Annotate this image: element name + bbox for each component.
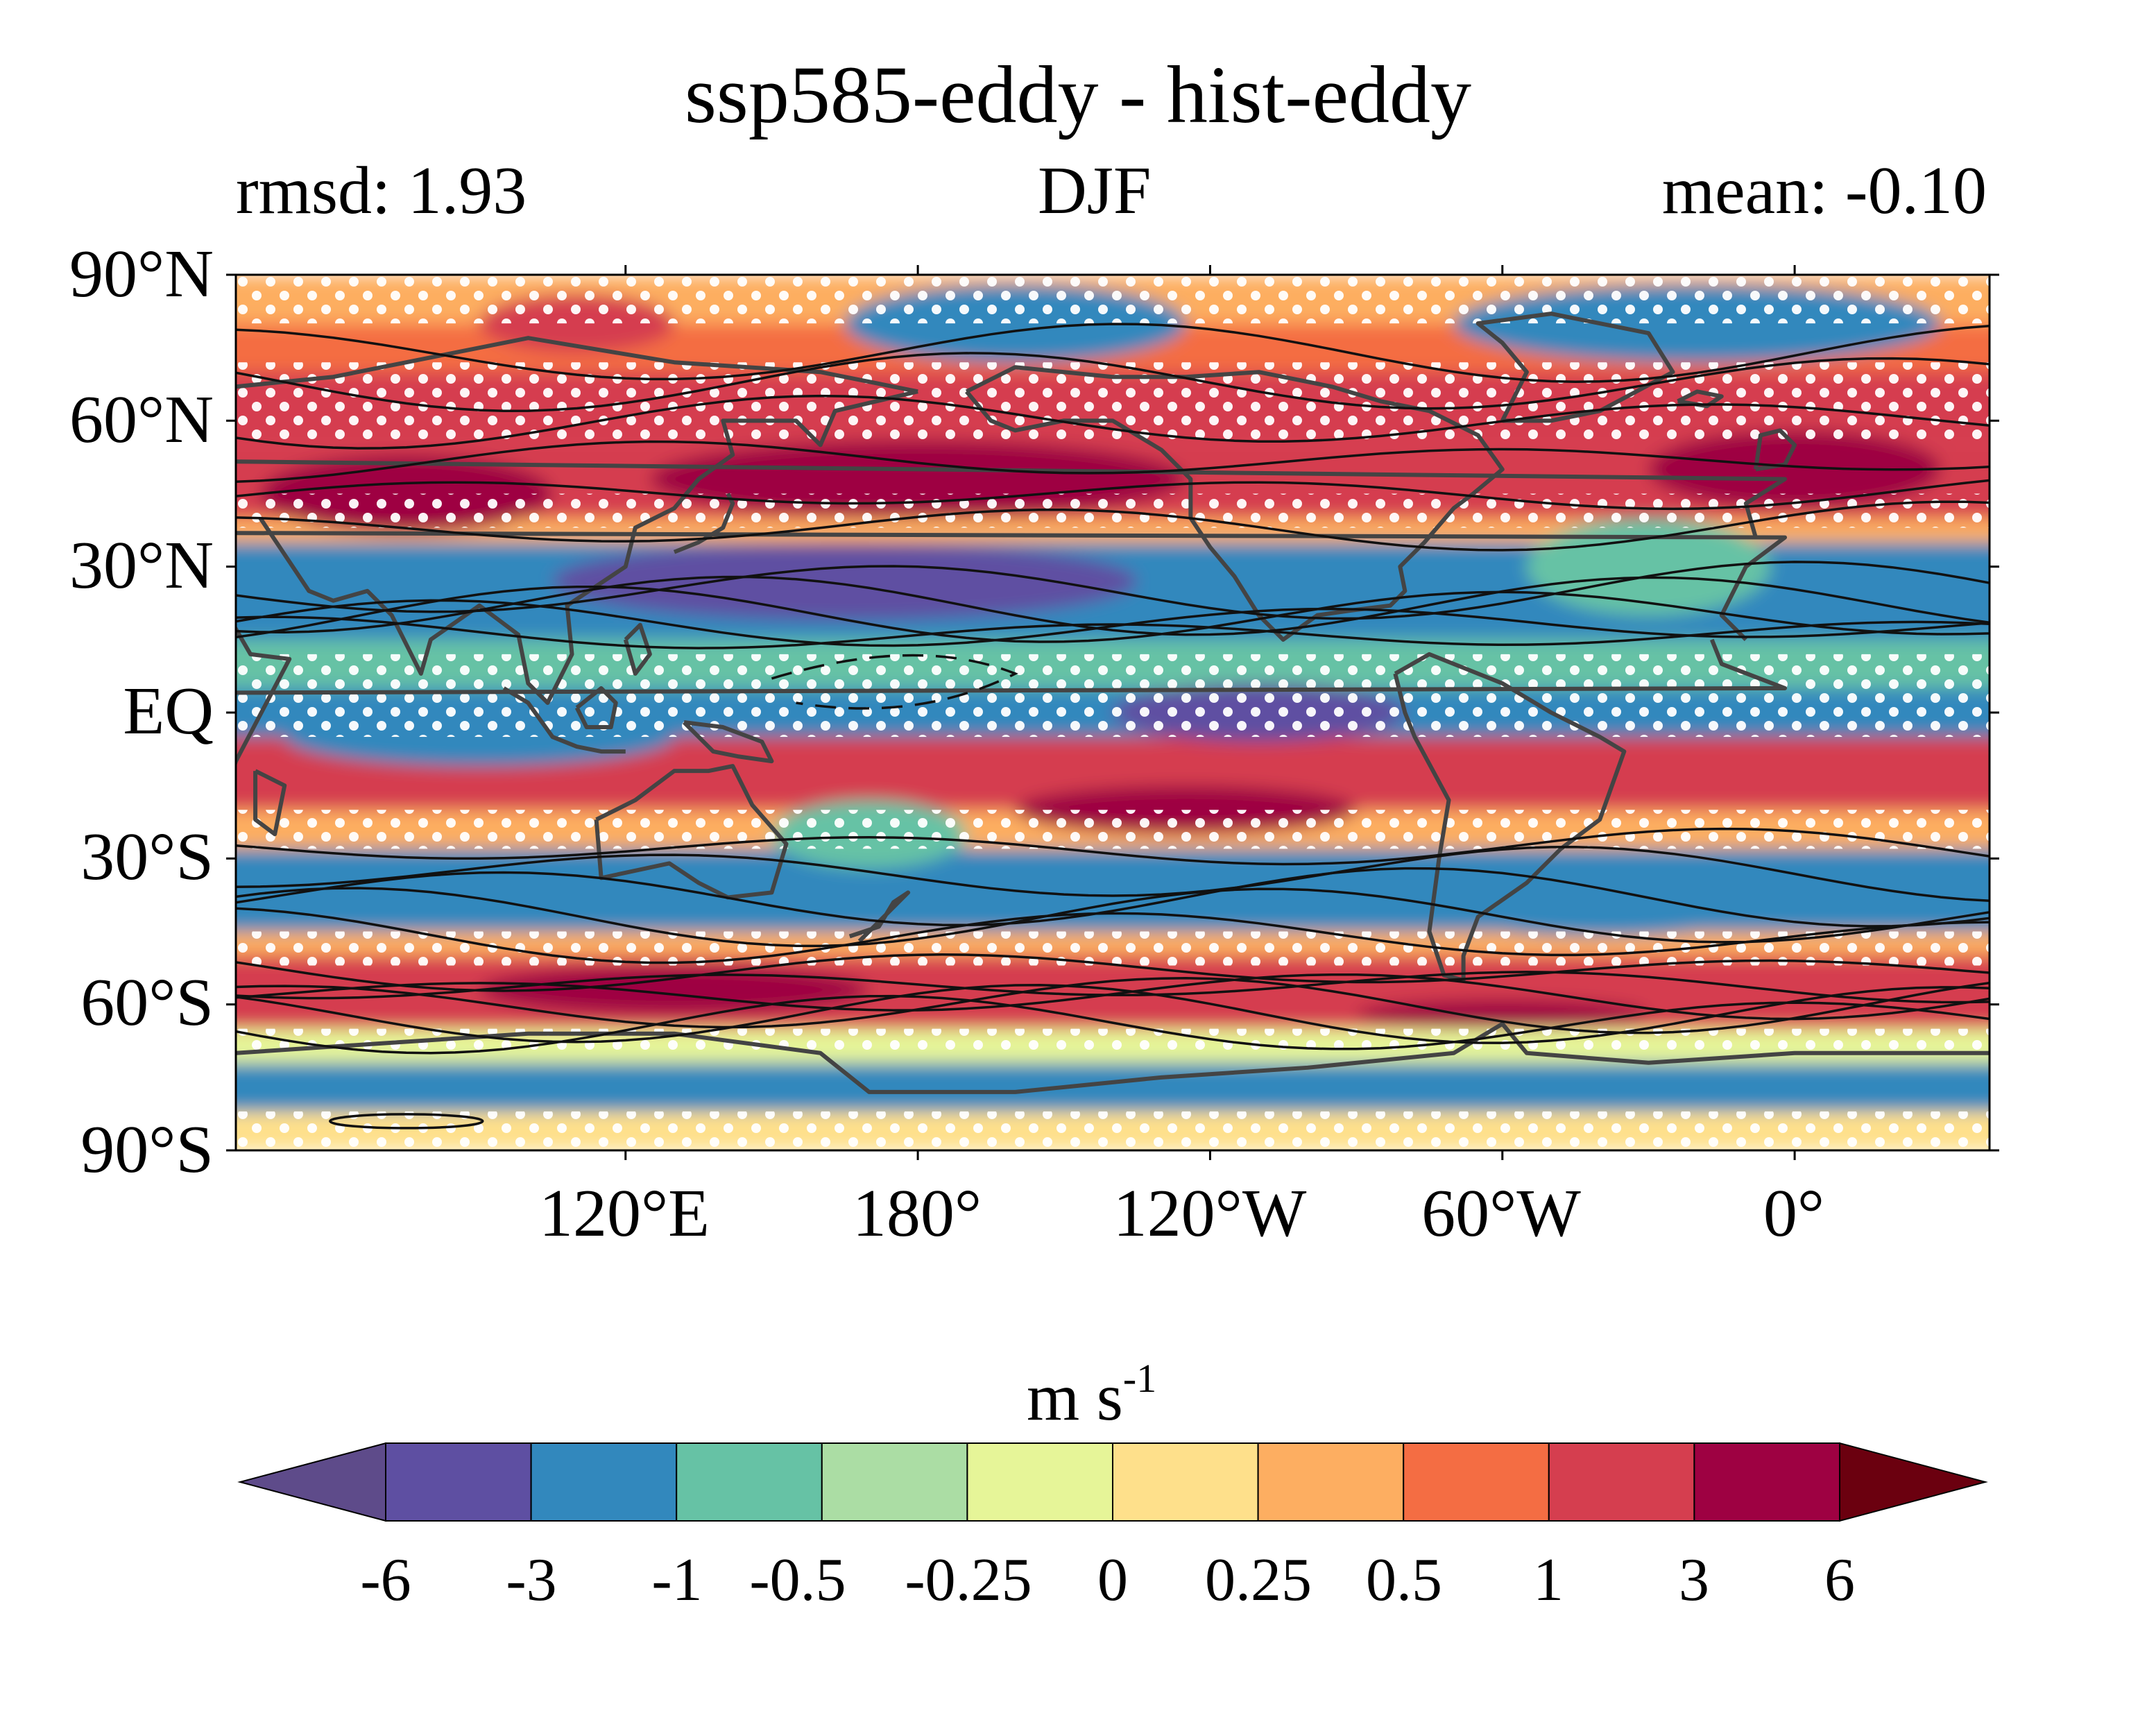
plot-title: ssp585-eddy - hist-eddy	[685, 49, 1471, 140]
x-tick-label: 180°	[852, 1176, 982, 1251]
contour-line	[236, 977, 1990, 1034]
colorbar-tick-label: 6	[1824, 1547, 1855, 1614]
axis-ticks	[226, 265, 1999, 1160]
coastline	[1475, 312, 1675, 423]
contour-line	[236, 599, 1990, 647]
contour-line	[236, 887, 1990, 948]
rmsd-label: rmsd: 1.93	[236, 153, 527, 228]
units-exponent: -1	[1122, 1356, 1157, 1401]
colorbar-units: m s-1	[1027, 1356, 1157, 1432]
filled-anomaly	[552, 542, 1138, 620]
colorbar-tick-label: -1	[651, 1547, 703, 1614]
colorbar-segment	[821, 1442, 968, 1522]
colorbar-segment	[385, 1442, 532, 1522]
colorbar-tick-label: 0.25	[1205, 1547, 1312, 1614]
contour-line-dashed	[771, 654, 1018, 710]
x-tick-label: 60°W	[1421, 1176, 1581, 1251]
colorbar-tick-label: 3	[1679, 1547, 1709, 1614]
colorbar-segment	[1257, 1442, 1405, 1522]
coastline	[236, 531, 1788, 768]
colorbar-segment	[676, 1442, 823, 1522]
filled-anomaly	[479, 965, 869, 1014]
coastlines	[236, 312, 1990, 1094]
colorbar-tick-label: -0.25	[905, 1547, 1032, 1614]
stipple-band	[236, 654, 1990, 738]
colorbar-tick-label: 0	[1097, 1547, 1128, 1614]
coastline	[673, 493, 735, 554]
contour-line	[236, 585, 1990, 643]
contour-line	[236, 615, 1990, 649]
y-tick-label: 90°N	[69, 237, 214, 312]
colorbar-segment	[1403, 1442, 1550, 1522]
coastline	[1393, 652, 1627, 982]
filled-anomaly	[1453, 897, 1746, 937]
coastline	[253, 769, 287, 837]
x-tick-label: 120°E	[538, 1176, 710, 1251]
colorbar-segment	[530, 1442, 678, 1522]
colorbar-under-triangle	[237, 1442, 386, 1522]
y-tick-label: 30°N	[69, 528, 214, 603]
contour-line	[236, 984, 1990, 1044]
contour-line	[236, 352, 1990, 412]
coastline	[502, 686, 626, 754]
coastline	[236, 1021, 1990, 1094]
contour-line	[236, 827, 1990, 866]
colorbar-tick-label: -3	[506, 1547, 557, 1614]
mean-label: mean: -0.10	[1661, 153, 1987, 228]
colorbar-tick-label: 0.5	[1366, 1547, 1442, 1614]
coastline	[623, 622, 652, 676]
coastline	[258, 389, 918, 705]
contour-line	[236, 953, 1990, 992]
colorbar	[237, 1442, 1988, 1522]
y-tick-label: EQ	[123, 674, 214, 749]
filled-anomaly	[1648, 430, 1941, 509]
coastline	[236, 336, 1788, 538]
colorbar-tick-label: 1	[1533, 1547, 1564, 1614]
contour-line	[236, 500, 1990, 552]
coastline	[848, 890, 911, 943]
contour-line	[236, 846, 1990, 903]
y-tick-label: 60°N	[69, 382, 214, 457]
coastline	[682, 720, 774, 764]
colorbar-over-triangle	[1839, 1442, 1988, 1522]
contour-line	[236, 561, 1990, 620]
colorbar-tick-label: -0.5	[749, 1547, 846, 1614]
units-base: m s	[1027, 1360, 1123, 1435]
filled-anomaly	[1356, 999, 1649, 1029]
contour-line	[236, 994, 1990, 1055]
y-tick-label: 60°S	[80, 965, 214, 1040]
filled-anomaly	[1526, 518, 1770, 615]
filled-band	[236, 1062, 1990, 1112]
y-tick-label: 90°S	[80, 1112, 214, 1187]
y-tick-label: 30°S	[80, 819, 214, 894]
contour-line	[236, 479, 1990, 511]
colorbar-tick-label: -6	[360, 1547, 411, 1614]
x-tick-label: 0°	[1763, 1176, 1825, 1251]
stipple-band	[236, 1111, 1990, 1150]
contour-line	[236, 440, 1990, 483]
climatology-contours	[236, 323, 1990, 1130]
colorbar-segment	[1112, 1442, 1259, 1522]
contour-closed	[329, 1113, 484, 1130]
coastline	[594, 764, 789, 900]
colorbar-segment	[1693, 1442, 1840, 1522]
colorbar-segment	[1548, 1442, 1695, 1522]
contour-line	[236, 907, 1990, 964]
contour-line	[236, 394, 1990, 450]
season-label: DJF	[1038, 153, 1152, 228]
colorbar-segment	[966, 1442, 1114, 1522]
contour-line	[236, 323, 1990, 383]
x-tick-label: 120°W	[1113, 1176, 1307, 1251]
contour-line	[236, 867, 1990, 928]
filled-band	[236, 849, 1990, 932]
coastline	[574, 686, 618, 730]
stipple-band	[236, 275, 1990, 324]
